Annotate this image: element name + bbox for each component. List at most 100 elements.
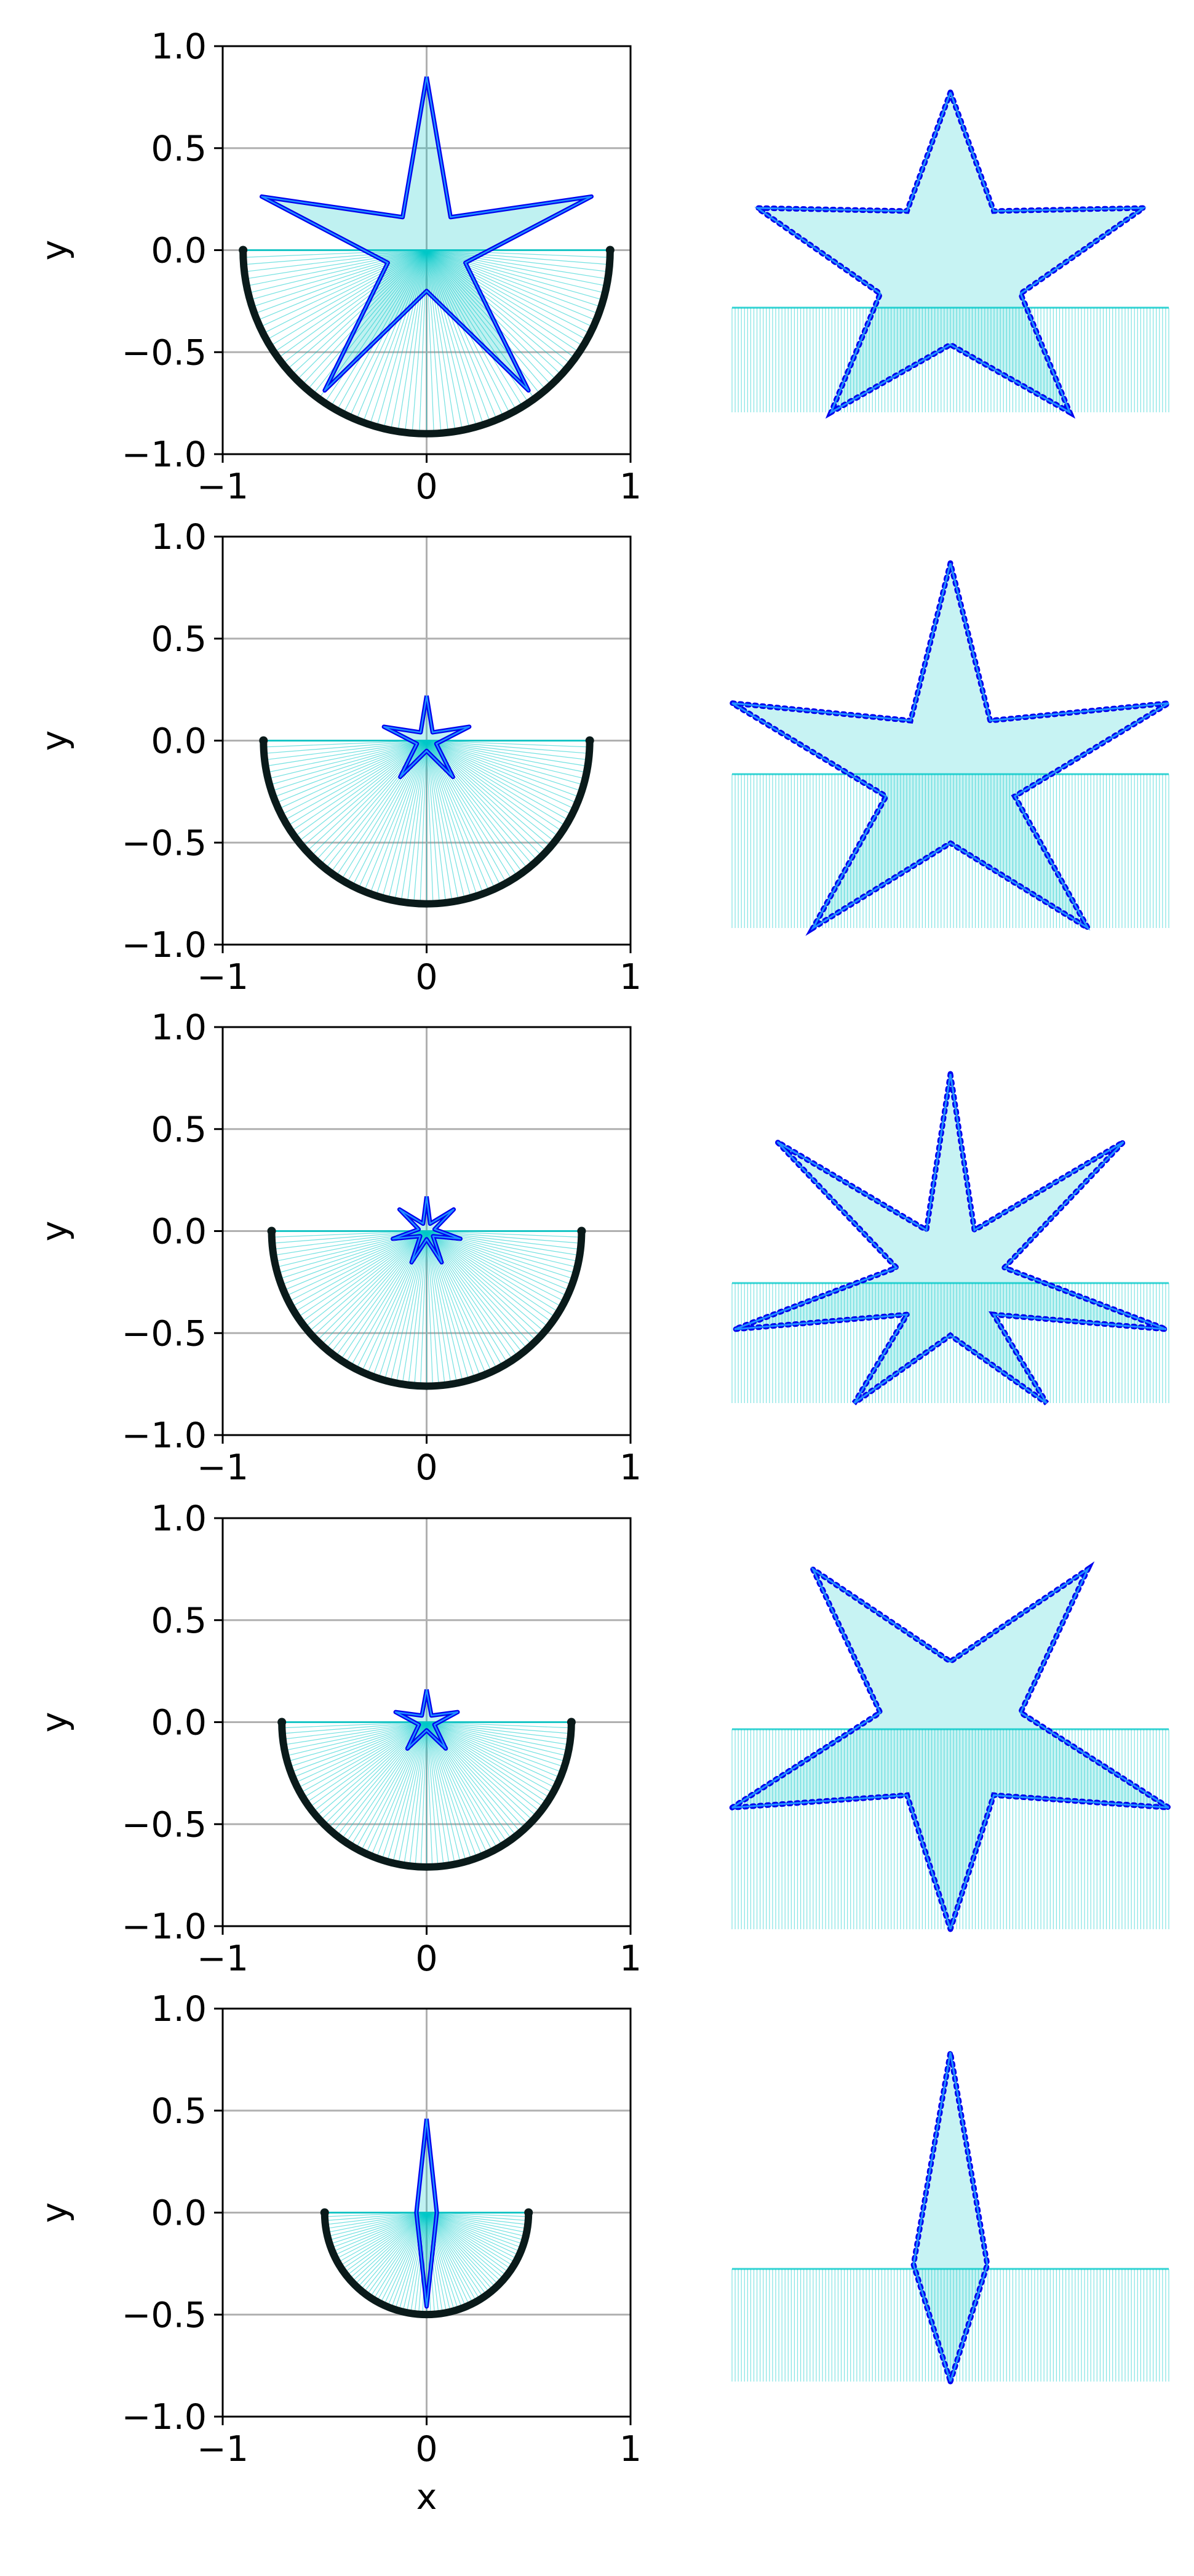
fill-ray: [426, 1231, 541, 1337]
fill-ray: [328, 2212, 427, 2241]
zoom-star-curve: [731, 562, 1169, 931]
y-tick-label: −0.5: [122, 2295, 207, 2335]
fill-ray: [426, 250, 434, 434]
fill-ray: [410, 2212, 428, 2314]
fill-ray: [426, 2212, 528, 2230]
fill-ray: [282, 250, 427, 364]
fill-ray: [282, 1721, 427, 1729]
y-tick-label: −0.5: [122, 332, 207, 373]
fill-ray: [330, 1231, 427, 1353]
bowl-outline: [278, 1722, 575, 1871]
fill-ray: [362, 250, 428, 423]
fill-ray: [297, 1721, 427, 1788]
fill-ray: [394, 2212, 428, 2310]
fill-ray: [277, 250, 427, 359]
fill-rays: [271, 1230, 582, 1386]
fill-ray: [426, 740, 472, 898]
fill-ray: [426, 249, 610, 265]
fill-ray: [283, 1230, 427, 1291]
fill-ray: [426, 1722, 450, 1866]
fill-ray: [426, 1231, 545, 1332]
fill-ray: [426, 1721, 569, 1751]
x-tick-label: 0: [415, 466, 437, 507]
fill-ray: [426, 740, 434, 904]
y-tick-label: 0.5: [151, 619, 207, 660]
fill-ray: [426, 1231, 549, 1327]
fill-ray: [325, 2212, 427, 2225]
fill-ray: [426, 250, 498, 420]
fill-ray: [308, 1231, 427, 1332]
zoom-star-curve: [734, 1073, 1167, 1404]
fill-ray: [365, 1722, 428, 1854]
fill-ray: [337, 2212, 427, 2263]
fill-ray: [306, 1722, 427, 1803]
fill-ray: [426, 2212, 444, 2314]
x-tick-label: −1: [197, 1938, 249, 1979]
fill-ray: [426, 2212, 526, 2237]
fill-ray: [330, 2212, 427, 2249]
fill-ray: [426, 1230, 568, 1297]
fill-ray: [426, 1722, 472, 1860]
y-tick-label: 0.5: [151, 1601, 207, 1641]
fill-ray: [292, 250, 427, 375]
bowl-end-left: [267, 1226, 276, 1236]
fill-ray: [426, 249, 607, 287]
fill-ray: [426, 2212, 512, 2270]
fill-ray: [387, 1722, 428, 1862]
fill-ray: [321, 1231, 427, 1345]
x-tick-label: −1: [197, 957, 249, 998]
fill-ray: [426, 740, 496, 889]
x-tick-label: 1: [619, 466, 642, 507]
fill-ray: [414, 1231, 428, 1386]
fill-ray: [426, 249, 591, 334]
fill-ray: [426, 250, 552, 385]
bowl-end-left: [320, 2208, 329, 2217]
y-axis-label: y: [34, 1221, 75, 1242]
fill-ray: [426, 1231, 452, 1385]
fill-ray: [384, 1231, 428, 1381]
bowl-outline: [268, 1231, 586, 1390]
fill-ray: [330, 250, 428, 407]
star-fill: [396, 1689, 458, 1749]
fill-ray: [426, 250, 541, 395]
fill-ray: [349, 250, 428, 417]
y-axis-label: y: [34, 730, 75, 751]
fill-ray: [426, 740, 465, 900]
fill-ray: [396, 1231, 428, 1383]
fill-ray: [370, 1722, 428, 1857]
fill-ray: [402, 1231, 428, 1385]
fill-ray: [381, 740, 428, 898]
fill-ray: [324, 250, 427, 403]
fill-ray: [375, 740, 428, 896]
fill-ray: [426, 249, 609, 273]
fill-ray: [426, 1721, 559, 1783]
panel-row-2-left: −1 0 1 1.0 0.5 0.0 −0.5 −1.0 y: [34, 517, 642, 998]
bowl-end-right: [585, 736, 594, 745]
fill-ray: [268, 740, 427, 779]
fill-ray: [283, 1721, 427, 1745]
zoom-fill-lines: [731, 308, 1169, 412]
fill-ray: [394, 740, 428, 901]
x-tick-label: 0: [415, 957, 437, 998]
fill-ray: [244, 249, 427, 265]
fill-ray: [340, 1231, 427, 1361]
fill-ray: [426, 1231, 532, 1345]
x-tick-label: −1: [197, 466, 249, 507]
fill-ray: [285, 1230, 427, 1297]
x-tick-label: 0: [415, 2429, 437, 2470]
fill-ray: [426, 1721, 563, 1773]
panel-row-3-left: −1 0 1 1.0 0.5 0.0 −0.5 −1.0 y: [34, 1007, 642, 1488]
fill-ray: [426, 250, 491, 423]
fill-ray: [336, 250, 428, 411]
fill-ray: [383, 250, 428, 429]
fill-ray: [422, 2212, 428, 2315]
fill-ray: [426, 740, 590, 748]
y-tick-label: −1.0: [122, 2397, 207, 2438]
fill-ray: [294, 740, 427, 837]
fill-ray: [426, 1231, 445, 1385]
fill-ray: [426, 2212, 447, 2313]
fill-ray: [426, 250, 470, 429]
fill-ray: [426, 740, 582, 792]
fill-ray: [318, 250, 427, 399]
fill-ray: [335, 2212, 427, 2260]
